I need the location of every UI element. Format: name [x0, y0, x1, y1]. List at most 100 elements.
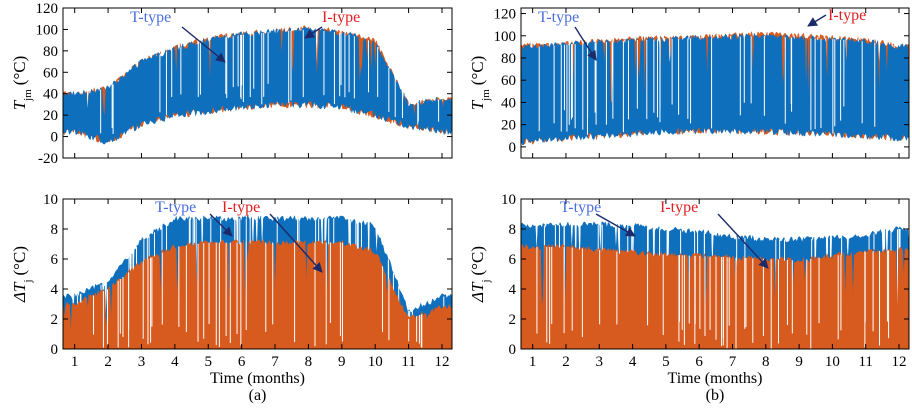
panel-caption: (a)	[249, 387, 267, 404]
annotation-label: T-type	[538, 9, 579, 26]
y-axis-label-sub: jm	[480, 89, 492, 102]
y-axis-label-sub: j	[480, 279, 492, 283]
y-tick-label: 10	[501, 192, 516, 208]
x-tick-label: 11	[858, 354, 872, 370]
x-axis-label: Time (months)	[210, 370, 305, 387]
panel-a_top: 120 100 80 60 40 20 0 -20 Tjm (°C) T-type I-type	[10, 1, 453, 167]
annotation-label: T-type	[560, 199, 601, 216]
y-axis-label: ΔTj (°C)	[468, 246, 492, 303]
y-tick-label: 40	[501, 95, 516, 111]
plot-area	[521, 221, 909, 349]
y-tick-label: 0	[51, 342, 59, 358]
x-tick-label: 4	[629, 354, 637, 370]
annotation-label: T-type	[130, 9, 171, 26]
y-axis-label-unit: (°C)	[10, 246, 29, 275]
x-tick-label: 12	[434, 354, 449, 370]
y-tick-label: 100	[494, 29, 517, 45]
y-tick-label: 20	[43, 108, 58, 124]
annotation-label: I-type	[660, 199, 698, 216]
annotation-arrow	[209, 213, 233, 237]
series-itype-area	[63, 238, 452, 349]
annotation-arrow	[181, 26, 226, 63]
y-tick-label: 0	[509, 342, 517, 358]
x-tick-label: 7	[729, 354, 737, 370]
y-tick-label: 120	[36, 1, 59, 17]
y-axis-label: ΔTj (°C)	[10, 246, 34, 303]
y-tick-label: 0	[509, 140, 517, 156]
plot-area	[63, 214, 452, 349]
x-tick-label: 12	[892, 354, 907, 370]
series-itype-area	[521, 243, 909, 349]
series-ttype-area	[63, 26, 452, 145]
x-tick-label: 11	[401, 354, 415, 370]
plot-frame	[62, 7, 453, 159]
y-tick-label: 6	[509, 252, 517, 268]
y-tick-label: 8	[51, 222, 59, 238]
plot-frame	[520, 7, 910, 159]
panel-caption: (b)	[706, 387, 725, 404]
y-tick-label: 40	[43, 87, 58, 103]
plot-frame	[520, 198, 910, 350]
y-axis-label-main: ΔT	[468, 281, 487, 303]
y-tick-label: 100	[36, 22, 59, 38]
annotation-label: I-type	[828, 7, 866, 24]
series-ttype-area	[521, 32, 909, 145]
annotation-arrow	[304, 26, 323, 39]
x-tick-label: 5	[662, 354, 670, 370]
annotation-arrow	[717, 213, 769, 269]
y-tick-label: 80	[501, 51, 516, 67]
y-axis-label-sub: j	[22, 279, 34, 283]
x-tick-label: 1	[71, 354, 79, 370]
x-tick-label: 6	[695, 354, 703, 370]
panel-b_top: 120 100 80 60 40 20 0 Tjm (°C) T-type I-type	[468, 7, 910, 159]
y-tick-label: 8	[509, 222, 517, 238]
x-tick-label: 8	[762, 354, 770, 370]
x-tick-label: 10	[825, 354, 840, 370]
plot-frame	[62, 198, 453, 350]
y-tick-label: 2	[51, 312, 59, 328]
x-tick-label: 7	[271, 354, 279, 370]
x-tick-label: 3	[138, 354, 146, 370]
y-axis-label-main: ΔT	[10, 281, 29, 303]
y-axis-label-unit: (°C)	[468, 56, 487, 85]
y-tick-label: 4	[509, 282, 517, 298]
x-tick-label: 9	[338, 354, 346, 370]
annotation-arrow	[574, 26, 597, 61]
x-axis-label: Time (months)	[668, 370, 763, 387]
x-tick-label: 5	[204, 354, 212, 370]
x-tick-label: 4	[171, 354, 179, 370]
x-tick-label: 2	[104, 354, 112, 370]
annotation-label: I-type	[222, 199, 260, 216]
y-tick-label: 0	[51, 130, 59, 146]
x-tick-label: 1	[529, 354, 537, 370]
y-tick-label: 60	[43, 65, 58, 81]
y-tick-label: 2	[509, 312, 517, 328]
y-axis-label-unit: (°C)	[10, 56, 29, 85]
y-tick-label: 120	[494, 7, 517, 23]
y-axis-label-unit: (°C)	[468, 246, 487, 275]
y-tick-label: 4	[51, 282, 59, 298]
y-tick-label: 10	[43, 192, 58, 208]
x-tick-label: 8	[305, 354, 313, 370]
annotation-label: I-type	[322, 9, 360, 26]
annotation-label: T-type	[155, 199, 196, 216]
annotation-arrow	[595, 213, 636, 237]
x-tick-label: 9	[795, 354, 803, 370]
plot-area	[63, 25, 452, 145]
y-tick-label: 20	[501, 118, 516, 134]
x-tick-label: 6	[238, 354, 246, 370]
annotation-arrow	[807, 14, 827, 27]
y-tick-label: -20	[38, 151, 58, 167]
y-axis-label-main: T	[10, 99, 29, 110]
x-tick-label: 3	[596, 354, 604, 370]
y-axis-label: Tjm (°C)	[10, 56, 34, 111]
y-tick-label: 80	[43, 44, 58, 60]
x-tick-label: 2	[562, 354, 570, 370]
x-tick-label: 10	[368, 354, 383, 370]
y-tick-label: 60	[501, 73, 516, 89]
plot-area	[521, 30, 909, 146]
y-axis-label: Tjm (°C)	[468, 56, 492, 111]
